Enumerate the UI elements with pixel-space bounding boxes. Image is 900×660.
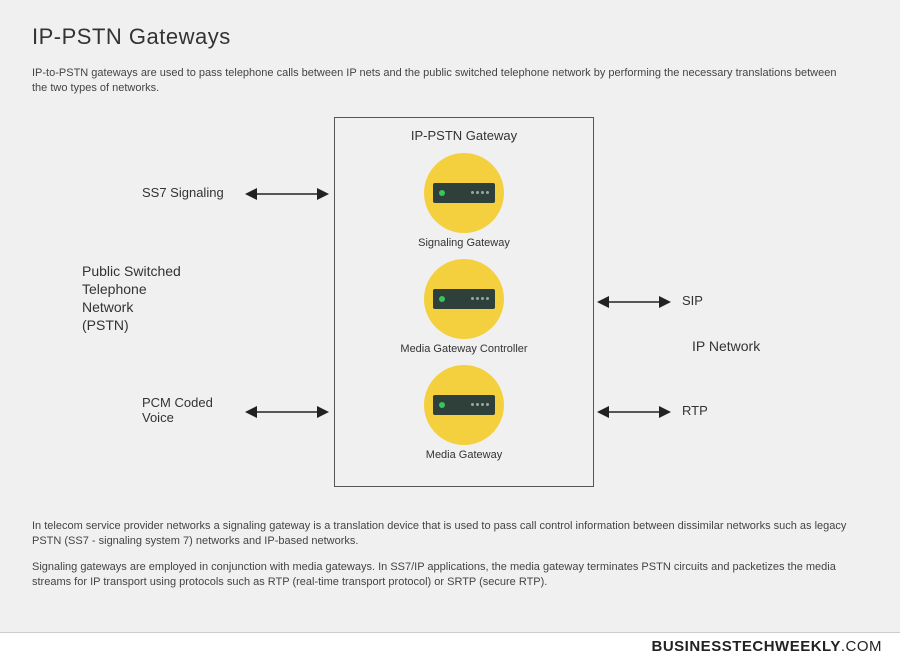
footer: BUSINESSTECHWEEKLY.COM bbox=[0, 632, 900, 660]
arrow-pcm bbox=[242, 405, 332, 419]
diagram-area: IP-PSTN Gateway Signaling Gateway bbox=[32, 107, 868, 507]
device-unit-icon bbox=[433, 289, 495, 309]
arrow-sip bbox=[594, 295, 674, 309]
device-signaling-gateway: Signaling Gateway bbox=[418, 153, 510, 249]
gateway-box: IP-PSTN Gateway Signaling Gateway bbox=[334, 117, 594, 487]
device-led-icon bbox=[439, 296, 445, 302]
left-conn-label-ss7: SS7 Signaling bbox=[142, 185, 224, 200]
device-led-icon bbox=[439, 190, 445, 196]
intro-text: IP-to-PSTN gateways are used to pass tel… bbox=[32, 66, 852, 97]
device-led-icon bbox=[439, 402, 445, 408]
footer-brand-bold: BUSINESSTECHWEEKLY bbox=[652, 638, 841, 655]
outro-p2: Signaling gateways are employed in conju… bbox=[32, 560, 852, 591]
device-circle bbox=[424, 365, 504, 445]
device-label: Media Gateway bbox=[426, 449, 502, 461]
footer-brand-thin: .COM bbox=[841, 638, 882, 655]
outro-p1: In telecom service provider networks a s… bbox=[32, 519, 852, 550]
device-stack: Signaling Gateway Media Gateway Controll… bbox=[335, 153, 593, 461]
device-circle bbox=[424, 153, 504, 233]
footer-brand: BUSINESSTECHWEEKLY.COM bbox=[652, 638, 882, 655]
right-conn-label-rtp: RTP bbox=[682, 403, 708, 418]
device-label: Media Gateway Controller bbox=[400, 343, 527, 355]
device-dots-icon bbox=[471, 297, 489, 300]
page-title: IP-PSTN Gateways bbox=[32, 24, 868, 50]
device-dots-icon bbox=[471, 191, 489, 194]
device-circle bbox=[424, 259, 504, 339]
device-label: Signaling Gateway bbox=[418, 237, 510, 249]
device-dots-icon bbox=[471, 403, 489, 406]
device-media-gateway: Media Gateway bbox=[424, 365, 504, 461]
left-network-label: Public Switched Telephone Network (PSTN) bbox=[82, 262, 181, 335]
right-conn-label-sip: SIP bbox=[682, 293, 703, 308]
gateway-box-title: IP-PSTN Gateway bbox=[335, 128, 593, 143]
arrow-ss7 bbox=[242, 187, 332, 201]
right-network-label: IP Network bbox=[692, 337, 760, 355]
outro-text: In telecom service provider networks a s… bbox=[32, 519, 852, 591]
device-media-gateway-controller: Media Gateway Controller bbox=[400, 259, 527, 355]
device-unit-icon bbox=[433, 183, 495, 203]
arrow-rtp bbox=[594, 405, 674, 419]
device-unit-icon bbox=[433, 395, 495, 415]
left-conn-label-pcm: PCM Coded Voice bbox=[142, 395, 213, 425]
